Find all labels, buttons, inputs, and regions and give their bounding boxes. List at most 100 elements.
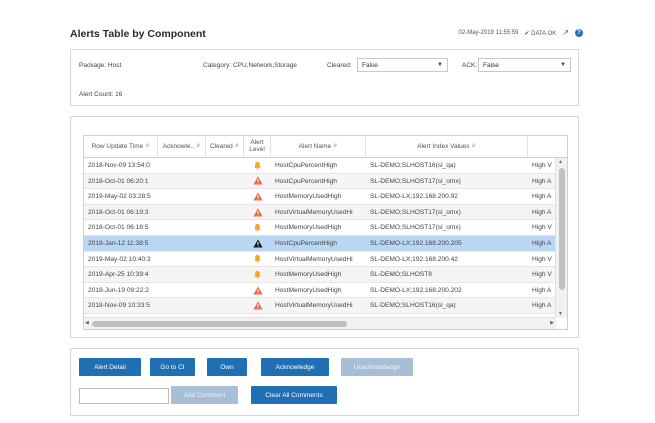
cell-acknowledged: [158, 298, 206, 314]
table-row[interactable]: 2018-Nov-09 10:33:5 HostVirtualMemoryUsed…: [84, 298, 556, 314]
table-row[interactable]: 2018-Oct-01 06:20:1 HostCpuPercentHigh SL-…: [84, 173, 556, 190]
ack-label: ACK:: [462, 62, 478, 69]
column-header-alert-name[interactable]: Alert Name ⇵: [271, 136, 366, 158]
table-row[interactable]: 2018-Jun-19 09:22:2 HostMemoryUsedHigh SL-…: [84, 283, 556, 299]
unacknowledge-button[interactable]: Unacknowledge: [341, 358, 413, 376]
ack-select-value: False: [483, 61, 499, 69]
package-label: Package: Host: [79, 62, 122, 69]
cell-name: HostCpuPercentHigh: [275, 177, 337, 185]
column-header-extra[interactable]: [528, 136, 567, 158]
table-row[interactable]: 2018-Oct-01 06:18:5 HostMemoryUsedHigh SL-…: [84, 220, 556, 236]
question-icon[interactable]: ?: [575, 29, 583, 37]
cell-index: SL-DEMO-LX;192.168.200.202: [370, 286, 462, 294]
scroll-right-icon[interactable]: ▶: [550, 320, 554, 326]
cell-extra: High V: [532, 162, 552, 169]
go-to-ci-button[interactable]: Go to CI: [150, 358, 195, 376]
cell-index: SL-DEMO;SLHOST16(sl_qa): [370, 162, 456, 169]
timestamp: 02-May-2019 11:55:59: [458, 30, 519, 36]
cell-name: HostMemoryUsedHigh: [275, 193, 342, 201]
alert-triangle-critical-icon: [244, 236, 271, 252]
bell-warning-icon: [244, 220, 271, 236]
column-header-cleared[interactable]: Cleared ⇵: [206, 136, 244, 158]
table-row[interactable]: 2018-Nov-09 13:54:0 HostCpuPercentHigh SL-…: [84, 158, 556, 174]
sort-icon: ⇵: [333, 143, 338, 150]
cell-cleared: [206, 220, 244, 236]
table-row[interactable]: 2019-May-02 10:40:3 HostVirtualMemoryUsed…: [84, 252, 556, 268]
cell-acknowledged: [158, 283, 206, 299]
scrollbar-thumb[interactable]: [92, 321, 347, 327]
scroll-up-icon[interactable]: ▲: [558, 159, 563, 165]
sort-icon: ⇵: [196, 143, 201, 150]
alert-detail-button[interactable]: Alert Detail: [79, 358, 141, 376]
table-header: Row Update Time ⇵ Acknowle.. ⇵ Cleared ⇵ Al…: [84, 136, 567, 158]
table-row[interactable]: 2019-May-02 03:28:5 HostMemoryUsedHigh SL-…: [84, 189, 556, 205]
cell-index: SL-DEMO-LX;192.168.200.92: [370, 193, 458, 201]
cell-cleared: [206, 236, 244, 252]
table-row[interactable]: 2019-Apr-25 10:39:4 HostMemoryUsedHigh SL-…: [84, 267, 556, 283]
alert-count: Alert Count: 16: [79, 91, 123, 98]
sort-icon: ⇵: [145, 143, 150, 150]
cell-name: HostVirtualMemoryUsedHi: [275, 208, 353, 216]
cell-index: SL-DEMO;SLHOST17(sl_omx): [370, 177, 461, 185]
page-title: Alerts Table by Component: [70, 28, 206, 40]
clear-all-comments-button[interactable]: Clear All Comments: [251, 386, 337, 404]
sort-icon: ⇵: [234, 143, 239, 150]
external-link-icon[interactable]: ↗: [562, 28, 569, 37]
own-button[interactable]: Own: [207, 358, 247, 376]
cell-time: 2018-Oct-01 06:20:1: [88, 177, 149, 185]
ack-select[interactable]: False ▼: [478, 58, 571, 72]
cell-time: 2018-Jan-12 11:38:5: [88, 240, 149, 247]
cell-acknowledged: [158, 174, 206, 190]
cell-cleared: [206, 252, 244, 268]
sort-icon: ⇵: [471, 143, 476, 150]
scroll-down-icon[interactable]: ▼: [558, 311, 563, 317]
vertical-scrollbar[interactable]: ▲ ▼: [555, 158, 567, 318]
chevron-down-icon: ▼: [437, 62, 443, 68]
add-comment-button[interactable]: Add Comment: [171, 386, 238, 404]
alert-triangle-icon: [244, 283, 271, 299]
cell-acknowledged: [158, 252, 206, 268]
table-row[interactable]: 2018-Oct-01 06:19:3 HostVirtualMemoryUsed…: [84, 204, 556, 221]
cell-time: 2018-Jun-19 09:22:2: [88, 286, 149, 294]
cell-extra: High V: [532, 255, 552, 263]
cleared-select[interactable]: False ▼: [357, 58, 448, 72]
cell-cleared: [206, 189, 244, 205]
scroll-left-icon[interactable]: ◀: [85, 320, 89, 326]
cell-extra: High A: [532, 240, 552, 247]
filter-panel: Package: Host Category: CPU,Network,Stor…: [70, 49, 579, 106]
data-status: ✔ DATA OK: [524, 30, 556, 37]
cleared-label: Cleared:: [327, 62, 352, 69]
alert-triangle-icon: [244, 298, 271, 314]
cell-acknowledged: [158, 158, 206, 174]
scrollbar-thumb[interactable]: [559, 168, 565, 290]
column-header-alert-level[interactable]: Alert Level: [244, 136, 271, 158]
cell-acknowledged: [158, 205, 206, 221]
cell-extra: High A: [532, 208, 552, 216]
cell-name: HostMemoryUsedHigh: [275, 271, 342, 279]
bell-warning-icon: [244, 267, 271, 283]
cell-time: 2019-May-02 10:40:3: [88, 255, 151, 263]
cell-acknowledged: [158, 220, 206, 236]
cell-name: HostMemoryUsedHigh: [275, 224, 342, 232]
cell-cleared: [206, 205, 244, 221]
acknowledge-button[interactable]: Acknowledge: [261, 358, 329, 376]
horizontal-scrollbar[interactable]: ◀ ▶: [84, 317, 556, 329]
comment-input[interactable]: [79, 388, 169, 404]
column-header-alert-index-values[interactable]: Alert Index Values ⇵: [366, 136, 528, 158]
column-header-acknowledged[interactable]: Acknowle.. ⇵: [158, 136, 206, 158]
table-row[interactable]: 2018-Jan-12 11:38:5 HostCpuPercentHigh SL-…: [84, 236, 556, 252]
cell-extra: High A: [532, 177, 552, 185]
cleared-select-value: False: [362, 61, 378, 69]
cell-name: HostVirtualMemoryUsedHi: [275, 302, 353, 310]
alerts-grid-panel: Row Update Time ⇵ Acknowle.. ⇵ Cleared ⇵ Al…: [70, 116, 579, 338]
cell-time: 2019-Apr-25 10:39:4: [88, 271, 149, 279]
cell-index: SL-DEMO-LX;192.168.200.42: [370, 255, 458, 263]
cell-index: SL-DEMO;SLHOST8: [370, 271, 432, 279]
actions-panel: Alert Detail Go to CI Own Acknowledge Un…: [70, 348, 579, 416]
check-icon: ✔: [524, 30, 530, 37]
column-header-row-update-time[interactable]: Row Update Time ⇵: [84, 136, 158, 158]
chevron-down-icon: ▼: [560, 62, 566, 68]
alert-triangle-icon: [244, 189, 271, 205]
cell-extra: High A: [532, 286, 552, 294]
cell-index: SL-DEMO;SLHOST17(sl_omx): [370, 224, 461, 232]
